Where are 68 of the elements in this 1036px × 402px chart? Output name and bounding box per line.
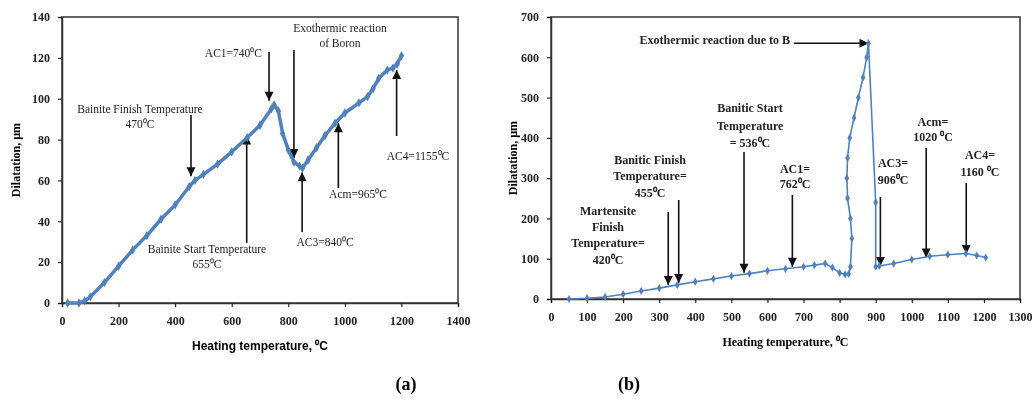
annotation: Acm= 1020 ⁰C	[913, 115, 953, 144]
x-tick-label: 600	[223, 313, 242, 328]
point	[275, 106, 282, 116]
y-tick-label: 80	[38, 132, 50, 147]
y-tick-label: 200	[521, 211, 539, 226]
point	[200, 169, 207, 179]
x-tick-label: 800	[831, 309, 850, 324]
x-tick-label: 1000	[900, 309, 925, 324]
point	[313, 143, 320, 153]
y-tick-label: 300	[521, 171, 539, 186]
x-tick-label: 400	[166, 313, 185, 328]
annotation: Acm=965⁰C	[329, 188, 388, 200]
y-tick-label: 140	[32, 10, 50, 25]
text: (a)	[395, 374, 417, 395]
annotation: AC4=1155⁰C	[386, 150, 450, 162]
x-tick-label: 1200	[389, 313, 414, 328]
x-tick-label: 300	[650, 309, 669, 324]
annotation: AC4= 1160 ⁰C	[960, 148, 1000, 179]
x-axis-title: Heating temperature, ⁰C	[191, 339, 329, 353]
y-axis-title: Dilatation, µm	[9, 122, 23, 198]
point	[64, 298, 71, 308]
y-tick-label: 100	[32, 92, 50, 107]
y-tick-label: 60	[38, 173, 50, 188]
annotation: Exothermic reaction due to B	[639, 33, 790, 47]
x-tick-label: 700	[795, 309, 814, 324]
y-tick-label: 600	[521, 50, 539, 65]
point	[398, 51, 405, 61]
x-tick-label: 800	[279, 313, 298, 328]
annotation: AC3= 906⁰C	[877, 156, 909, 187]
y-tick-label: 120	[32, 51, 50, 66]
point	[214, 159, 221, 169]
x-tick-label: 0	[548, 309, 555, 324]
x-tick-label: 0	[59, 313, 66, 328]
x-tick-label: 1100	[936, 309, 961, 324]
text: (b)	[618, 374, 640, 395]
x-tick-label: 1400	[446, 313, 471, 328]
x-tick-label: 1000	[333, 313, 358, 328]
x-tick-label: 200	[110, 313, 129, 328]
x-tick-label: 1200	[972, 309, 997, 324]
y-tick-label: 700	[521, 10, 539, 25]
x-tick-label: 1300	[1008, 309, 1033, 324]
point	[364, 92, 371, 102]
x-tick-label: 200	[614, 309, 633, 324]
annotation: AC3=840⁰C	[296, 236, 354, 248]
y-tick-label: 0	[44, 296, 50, 311]
y-tick-label: 0	[533, 292, 539, 307]
x-tick-label: 100	[578, 309, 597, 324]
y-tick-label: 400	[521, 131, 539, 146]
x-tick-label: 900	[867, 309, 886, 324]
x-tick-label: 600	[758, 309, 777, 324]
x-tick-label: 500	[722, 309, 741, 324]
x-tick-label: 400	[686, 309, 705, 324]
y-tick-label: 40	[38, 214, 50, 229]
annotation: Banitic Finish Temperature= 455⁰C	[613, 153, 687, 200]
annotation: Bainite Finish Temperature 470⁰C	[77, 103, 203, 130]
y-tick-label: 500	[521, 90, 539, 105]
x-axis-title: Heating temperature, ⁰C	[722, 335, 849, 349]
point	[115, 261, 122, 271]
annotation: Bainite Start Temperature 655⁰C	[147, 243, 267, 270]
y-axis-title: Dilatation, µm	[506, 120, 520, 196]
y-tick-label: 100	[521, 252, 539, 267]
annotation: Exothermic reaction of Boron	[293, 22, 388, 49]
annotation: Banitic Start Temperature = 536⁰C	[716, 101, 784, 150]
y-tick-label: 20	[38, 255, 50, 270]
annotation: AC1=740⁰C	[204, 47, 263, 59]
annotation: AC1= 762⁰C	[779, 162, 811, 191]
annotation: Martensite Finish Temperature= 420⁰C	[571, 204, 645, 267]
point	[81, 296, 88, 306]
